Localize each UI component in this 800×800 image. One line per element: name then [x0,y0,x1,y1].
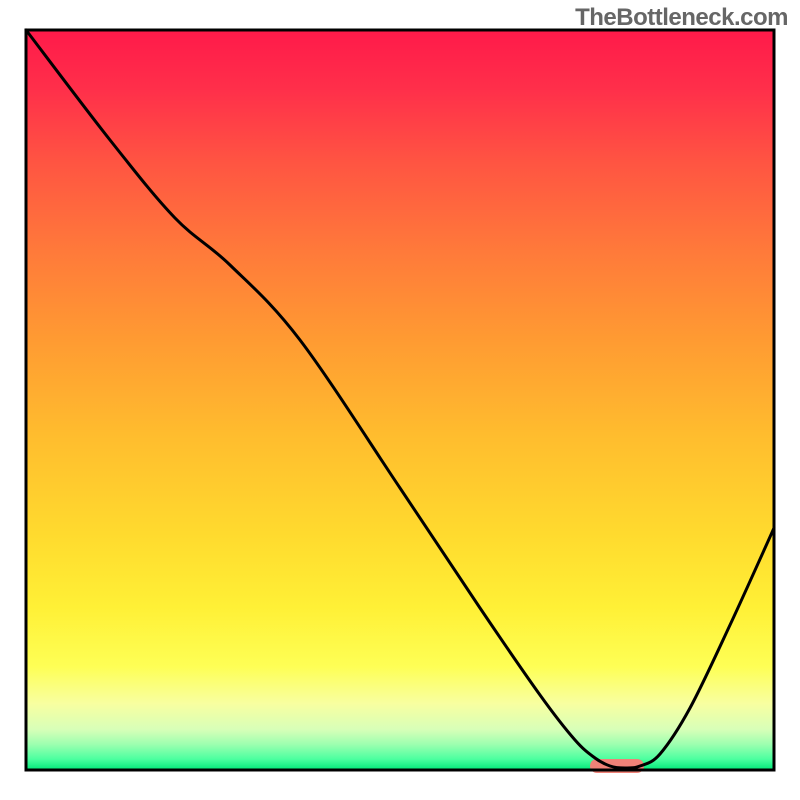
chart-background [26,30,774,770]
chart-container: TheBottleneck.com [0,0,800,800]
watermark-text: TheBottleneck.com [575,4,788,32]
bottleneck-chart [0,0,800,800]
